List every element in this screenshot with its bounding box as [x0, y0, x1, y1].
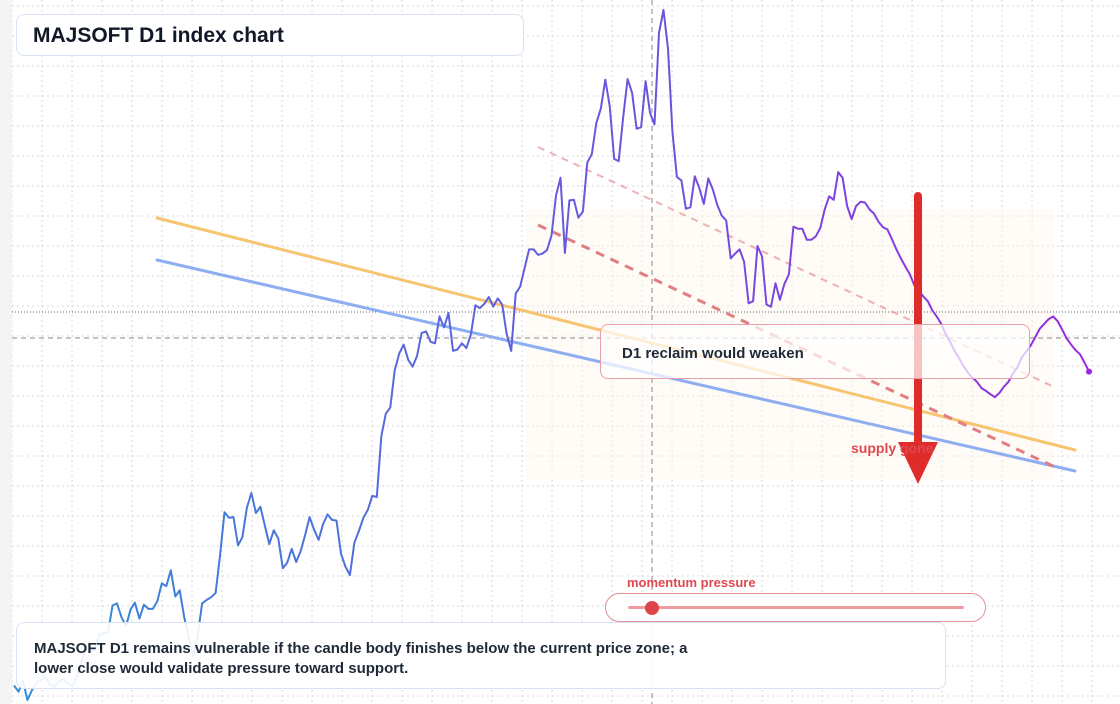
- supply-zone-label: supply gone: [851, 440, 934, 456]
- left-axis-strip: [0, 0, 12, 704]
- chart-title: MAJSOFT D1 index chart: [33, 24, 284, 47]
- bearish-arrow-head: [898, 442, 938, 484]
- momentum-pressure-bar: [628, 606, 964, 609]
- analysis-note-card: MAJSOFT D1 remains vulnerable if the can…: [16, 622, 946, 689]
- last-price-point: [1086, 368, 1092, 375]
- momentum-pressure-knob[interactable]: [644, 601, 659, 615]
- reclaim-callout-text: D1 reclaim would weaken: [622, 345, 804, 362]
- momentum-pressure-label: momentum pressure: [627, 575, 756, 590]
- title-card: MAJSOFT D1 index chart: [16, 14, 524, 56]
- momentum-pressure-slider[interactable]: [605, 593, 986, 622]
- analysis-note-text: MAJSOFT D1 remains vulnerable if the can…: [34, 640, 688, 677]
- reclaim-callout: D1 reclaim would weaken: [600, 324, 1030, 379]
